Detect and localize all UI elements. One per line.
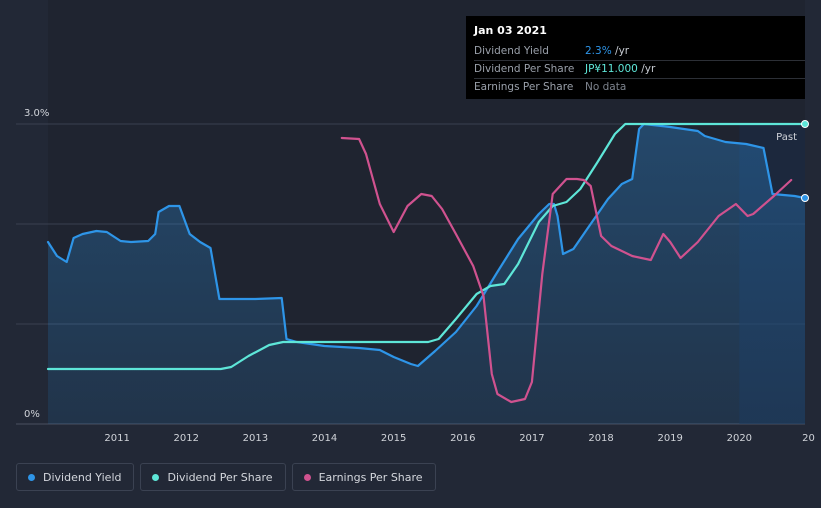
legend-label: Earnings Per Share: [318, 470, 423, 484]
tooltip-value: JP¥11.000: [585, 63, 638, 75]
tooltip-label: Dividend Yield: [474, 45, 549, 57]
x-tick-label: 20: [802, 433, 815, 444]
x-tick-label: 2015: [381, 433, 406, 444]
y-tick-label: 3.0%: [24, 108, 49, 119]
tooltip-unit: /yr: [637, 63, 656, 75]
legend-dot-icon: [152, 473, 160, 481]
tooltip-row-earnings-per-share: Earnings Per Share No data: [474, 78, 805, 96]
tooltip-value: 2.3%: [585, 45, 612, 57]
y-tick-label: 0%: [24, 409, 40, 420]
legend-label: Dividend Yield: [43, 470, 122, 484]
legend-item-dividend-yield[interactable]: Dividend Yield: [16, 463, 135, 491]
tooltip-unit: /yr: [611, 45, 630, 57]
x-tick-label: 2020: [727, 433, 752, 444]
x-tick-label: 2016: [450, 433, 475, 444]
legend-item-earnings-per-share[interactable]: Earnings Per Share: [291, 463, 436, 491]
past-label: Past: [776, 132, 797, 143]
series-line-earnings-per-share: [340, 136, 793, 404]
tooltip-date: Jan 03 2021: [474, 24, 547, 37]
tooltip-row-dividend-per-share: Dividend Per Share JP¥11.000 /yr: [474, 60, 805, 78]
legend-item-dividend-per-share[interactable]: Dividend Per Share: [140, 463, 286, 491]
x-tick-label: 2014: [312, 433, 337, 444]
series-end-marker: [801, 194, 809, 202]
x-tick-label: 2019: [657, 433, 682, 444]
tooltip-label: Earnings Per Share: [474, 81, 574, 93]
legend-dot-icon: [303, 473, 311, 481]
x-tick-label: 2018: [588, 433, 613, 444]
legend-label: Dividend Per Share: [167, 470, 273, 484]
series-line-dividend-per-share: [46, 122, 807, 371]
series-area-dividend-yield: [48, 124, 805, 424]
x-tick-label: 2013: [243, 433, 268, 444]
legend-dot-icon: [28, 473, 35, 481]
x-tick-label: 2012: [174, 433, 199, 444]
tooltip-value: No data: [585, 81, 627, 93]
x-tick-label: 2017: [519, 433, 544, 444]
tooltip-label: Dividend Per Share: [474, 63, 575, 75]
x-tick-label: 2011: [104, 433, 129, 444]
legend: Dividend Yield Dividend Per Share Earnin…: [16, 463, 436, 493]
tooltip: Jan 03 2021 Dividend Yield 2.3% /yr Divid…: [466, 16, 805, 99]
tooltip-row-dividend-yield: Dividend Yield 2.3% /yr: [474, 43, 805, 60]
series-end-marker: [801, 120, 809, 128]
